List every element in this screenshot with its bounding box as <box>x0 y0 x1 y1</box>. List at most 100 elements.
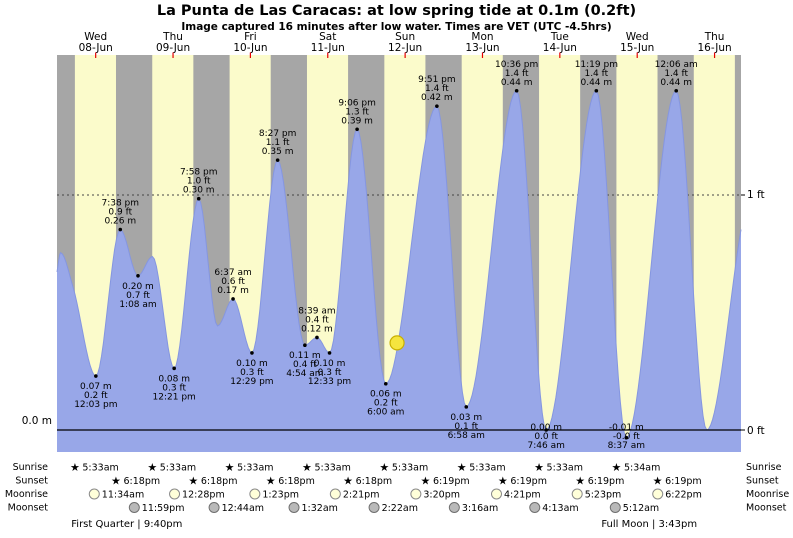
moonrise-icon <box>249 488 261 500</box>
sunrise-icon: ★ <box>534 461 544 474</box>
sunset-time: 6:18pm <box>123 476 160 487</box>
moonrise-time: 1:23pm <box>262 490 299 501</box>
moonrise-icon <box>410 488 422 500</box>
y-axis-right-0ft-label: 0 ft <box>747 425 765 437</box>
tide-event-label: 0.20 m <box>122 282 154 292</box>
day-label-date: 09-Jun <box>156 42 190 54</box>
sunrise-time: 5:33am <box>237 463 273 474</box>
tide-event-label: 0.12 m <box>301 324 333 334</box>
tide-event-dot <box>275 158 280 162</box>
day-label-weekday: Mon <box>471 31 493 43</box>
tide-event-dot <box>231 297 235 301</box>
tide-event-label: -0.0 ft <box>613 432 640 442</box>
tide-event-label: 10:36 pm <box>495 60 538 70</box>
tide-event-dot <box>594 88 599 93</box>
sunset-time: 6:19pm <box>588 476 625 487</box>
sunset-time: 6:19pm <box>665 476 702 487</box>
tide-event-label: 0.3 ft <box>318 368 342 378</box>
sunrise-icon: ★ <box>302 461 312 474</box>
moonset-time: 11:59pm <box>142 503 185 514</box>
tide-event-label: 0.30 m <box>183 186 215 196</box>
sunset-time: 6:18pm <box>278 476 315 487</box>
row-label-moonset-left: Moonset <box>8 503 49 514</box>
tide-event-label: 0.35 m <box>262 147 294 157</box>
moonset-icon <box>368 502 380 513</box>
tide-event-label: 1.4 ft <box>664 69 688 79</box>
tide-area <box>57 90 741 453</box>
moonset-time: 4:13am <box>542 503 578 514</box>
day-label-weekday: Sat <box>319 31 336 43</box>
tide-event-label: 1.1 ft <box>266 138 290 148</box>
tide-event-label: 4:54 am <box>286 369 323 379</box>
sunset-time: 6:19pm <box>433 476 470 487</box>
sunset-time: 6:18pm <box>201 476 238 487</box>
sunrise-icon: ★ <box>70 461 80 474</box>
tide-event-label: 0.3 ft <box>162 383 186 393</box>
sunrise-time: 5:33am <box>314 463 350 474</box>
tide-event-label: 7:58 pm <box>180 168 218 178</box>
day-label-weekday: Thu <box>162 31 183 43</box>
row-label-sunrise-left: Sunrise <box>13 462 49 473</box>
moonset-icon <box>128 502 140 513</box>
tide-event-label: 0.06 m <box>370 390 402 400</box>
sunrise-icon: ★ <box>225 461 235 474</box>
moonrise-time: 12:28pm <box>182 490 225 501</box>
sunset-icon: ★ <box>421 475 431 488</box>
row-label-sunset-left: Sunset <box>15 476 48 487</box>
row-label-moonrise-right: Moonrise <box>746 489 789 500</box>
tide-event-label: 1.4 ft <box>425 84 449 94</box>
tide-event-label: 1.4 ft <box>505 69 529 79</box>
row-label-sunrise-right: Sunrise <box>746 462 782 473</box>
tide-event-label: 9:06 pm <box>338 98 376 108</box>
moonrise-time: 2:21pm <box>343 490 380 501</box>
tide-event-label: 0.07 m <box>80 382 112 392</box>
tide-event-dot <box>464 405 469 409</box>
sunset-icon: ★ <box>343 475 353 488</box>
tide-event-label: 0.2 ft <box>374 399 398 409</box>
sunrise-icon: ★ <box>379 461 389 474</box>
row-label-sunset-right: Sunset <box>746 476 779 487</box>
tide-event-label: 0.03 m <box>450 413 482 423</box>
sunset-icon: ★ <box>653 475 663 488</box>
y-axis-right-1ft-label: 1 ft <box>747 189 765 201</box>
sunrise-icon: ★ <box>612 461 622 474</box>
moonrise-time: 3:20pm <box>423 490 460 501</box>
tide-event-dot <box>136 274 140 278</box>
tide-event-dot <box>94 374 98 378</box>
moonrise-time: 6:22pm <box>665 490 702 501</box>
tide-event-dot <box>118 227 123 232</box>
tide-event-dot <box>315 335 319 340</box>
tide-event-dot <box>383 381 388 386</box>
day-label-weekday: Wed <box>84 31 107 43</box>
tide-curve <box>56 90 742 439</box>
row-label-moonset-right: Moonset <box>746 503 787 514</box>
day-label-weekday: Wed <box>626 31 649 43</box>
sunset-icon: ★ <box>111 475 121 488</box>
sunset-icon: ★ <box>266 475 276 488</box>
moonrise-icon <box>169 488 181 500</box>
tide-chart-generated-layer: Wed08-JunThu09-JunFri10-JunSat11-JunSun1… <box>56 31 742 530</box>
moonrise-icon <box>491 488 503 500</box>
tide-event-label: 0.44 m <box>660 78 692 88</box>
tide-event-label: 0.00 m <box>530 423 562 433</box>
tide-event-dot <box>355 127 359 132</box>
tide-event-label: 0.4 ft <box>305 315 329 325</box>
tide-event-label: 7:38 pm <box>101 199 139 209</box>
tide-event-label: 0.9 ft <box>108 208 132 218</box>
tide-event-dot <box>172 366 176 371</box>
tide-event-label: 1.4 ft <box>584 69 608 79</box>
sunrise-time: 5:33am <box>82 463 118 474</box>
tide-event-dot <box>435 104 439 108</box>
sunset-icon: ★ <box>188 475 198 488</box>
tide-event-dot <box>250 351 254 355</box>
moonset-icon <box>208 502 220 513</box>
sunset-time: 6:19pm <box>510 476 547 487</box>
tide-event-dot <box>674 88 679 93</box>
moonset-time: 1:32am <box>302 503 338 514</box>
sun-position-marker <box>389 335 405 351</box>
tide-event-label: 0.39 m <box>341 116 373 126</box>
tide-event-label: 0.44 m <box>501 78 533 88</box>
tide-event-label: 0.08 m <box>158 374 190 384</box>
day-label-weekday: Tue <box>550 31 569 43</box>
